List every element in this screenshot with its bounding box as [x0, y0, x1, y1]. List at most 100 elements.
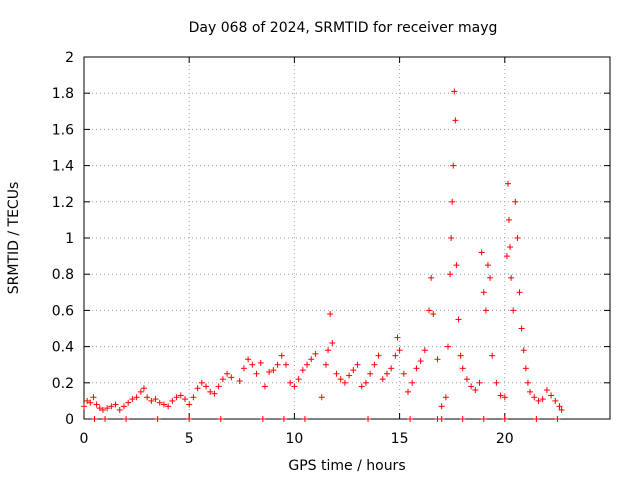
data-point [308, 356, 315, 363]
data-point [501, 416, 508, 422]
data-point [527, 388, 534, 395]
data-point [457, 352, 464, 359]
data-point [508, 274, 515, 281]
data-point [274, 361, 281, 368]
data-point [152, 396, 159, 403]
data-point [409, 379, 416, 386]
data-point [186, 416, 193, 422]
data-point [99, 406, 106, 413]
data-point [261, 383, 268, 390]
data-point [442, 394, 449, 401]
data-point [287, 379, 294, 386]
grid-lines [84, 57, 610, 419]
data-point [333, 370, 340, 377]
data-points [81, 88, 565, 422]
data-point [371, 361, 378, 368]
data-point [341, 379, 348, 386]
data-point [207, 388, 214, 395]
data-point [459, 365, 466, 372]
data-point [301, 416, 308, 422]
y-axis-label: SRMTID / TECUs [6, 182, 22, 295]
data-point [125, 399, 132, 406]
data-point [487, 274, 494, 281]
data-point [102, 416, 109, 422]
data-point [350, 367, 357, 374]
data-point [224, 370, 231, 377]
data-point [394, 334, 401, 341]
data-point [327, 311, 334, 318]
data-point [91, 416, 98, 422]
data-point [96, 405, 103, 412]
data-point [396, 347, 403, 354]
data-point [87, 399, 94, 406]
x-axis-label: GPS time / hours [288, 458, 405, 474]
data-point [453, 262, 460, 269]
y-tick-label: 1.6 [52, 122, 74, 138]
data-point [430, 311, 437, 318]
y-tick-label: 1 [65, 231, 74, 247]
data-point [447, 271, 454, 278]
data-point [504, 180, 511, 187]
data-point [198, 379, 205, 386]
data-point [194, 385, 201, 392]
data-point [476, 379, 483, 386]
data-point [512, 198, 519, 205]
data-point [417, 358, 424, 365]
data-point [257, 359, 264, 366]
data-point [493, 379, 500, 386]
y-tick-label: 0.2 [52, 376, 74, 392]
data-point [554, 416, 561, 422]
data-point [497, 392, 504, 399]
data-point [120, 403, 127, 410]
data-point [421, 347, 428, 354]
data-point [322, 361, 329, 368]
data-point [482, 307, 489, 314]
data-point [503, 253, 510, 260]
data-point [489, 352, 496, 359]
data-point [501, 394, 508, 401]
data-point [299, 367, 306, 374]
data-point [266, 368, 273, 375]
data-point [169, 397, 176, 404]
x-tick-label: 15 [391, 431, 409, 447]
data-point [156, 399, 163, 406]
data-point [312, 350, 319, 357]
data-point [108, 403, 115, 410]
data-point [478, 249, 485, 256]
data-point [434, 356, 441, 363]
data-point [535, 397, 542, 404]
data-point [358, 383, 365, 390]
data-point [154, 416, 161, 422]
data-point [455, 316, 462, 323]
data-point [137, 388, 144, 395]
data-point [112, 401, 119, 408]
data-point [295, 376, 302, 383]
data-point [472, 387, 479, 394]
x-tick-label: 10 [285, 431, 303, 447]
data-point [392, 352, 399, 359]
data-point [329, 339, 336, 346]
data-point [280, 416, 287, 422]
data-point [148, 397, 155, 404]
data-point [236, 377, 243, 384]
data-point [452, 117, 459, 124]
data-point [426, 307, 433, 314]
data-point [459, 416, 466, 422]
data-point [325, 347, 332, 354]
data-point [318, 394, 325, 401]
data-point [375, 352, 382, 359]
data-point [400, 370, 407, 377]
data-point [518, 325, 525, 332]
data-point [516, 289, 523, 296]
data-point [282, 361, 289, 368]
data-point [173, 394, 180, 401]
data-point [160, 401, 167, 408]
y-tick-label: 0 [65, 412, 74, 428]
data-point [270, 367, 277, 374]
chart-title: Day 068 of 2024, SRMTID for receiver may… [189, 20, 498, 36]
y-tick-label: 1.8 [52, 86, 74, 102]
axis-ticks: 00.20.40.60.811.21.41.61.820 5 10 15 20 [52, 50, 610, 447]
data-point [181, 396, 188, 403]
data-point [514, 235, 521, 241]
